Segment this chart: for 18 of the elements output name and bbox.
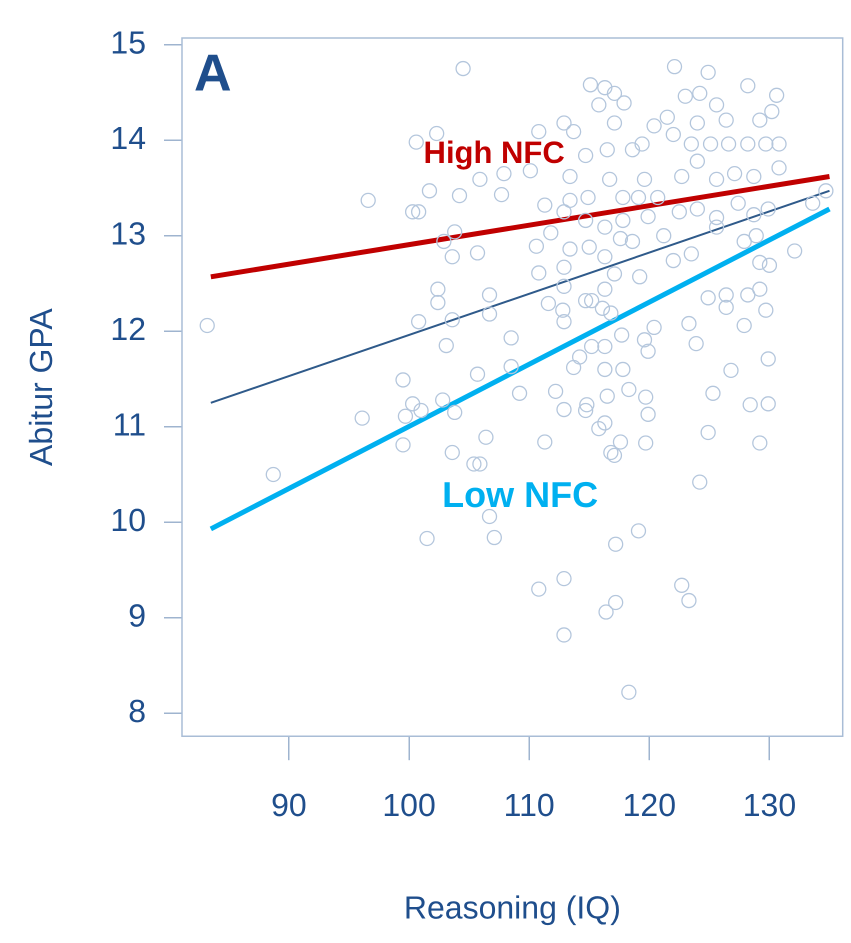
x-tick-label: 100	[382, 787, 436, 824]
x-tick-label: 120	[622, 787, 676, 824]
y-tick-label: 9	[128, 598, 146, 634]
y-tick-label: 13	[110, 216, 146, 252]
x-axis-title: Reasoning (IQ)	[404, 890, 621, 926]
x-tick-label: 90	[271, 787, 307, 824]
y-tick-label: 15	[110, 24, 146, 61]
y-tick-label: 8	[128, 693, 146, 730]
y-tick-label: 10	[110, 502, 146, 538]
x-tick-label: 110	[504, 787, 555, 824]
y-tick-label: 11	[112, 406, 146, 443]
y-axis-title: Abitur GPA	[23, 308, 60, 466]
series-label: Low NFC	[442, 474, 598, 515]
y-tick-label: 14	[110, 120, 146, 156]
y-tick-label: 12	[110, 311, 146, 348]
annotation: A	[194, 44, 232, 102]
x-tick-label: 130	[742, 787, 796, 824]
series-label: High NFC	[424, 135, 565, 170]
